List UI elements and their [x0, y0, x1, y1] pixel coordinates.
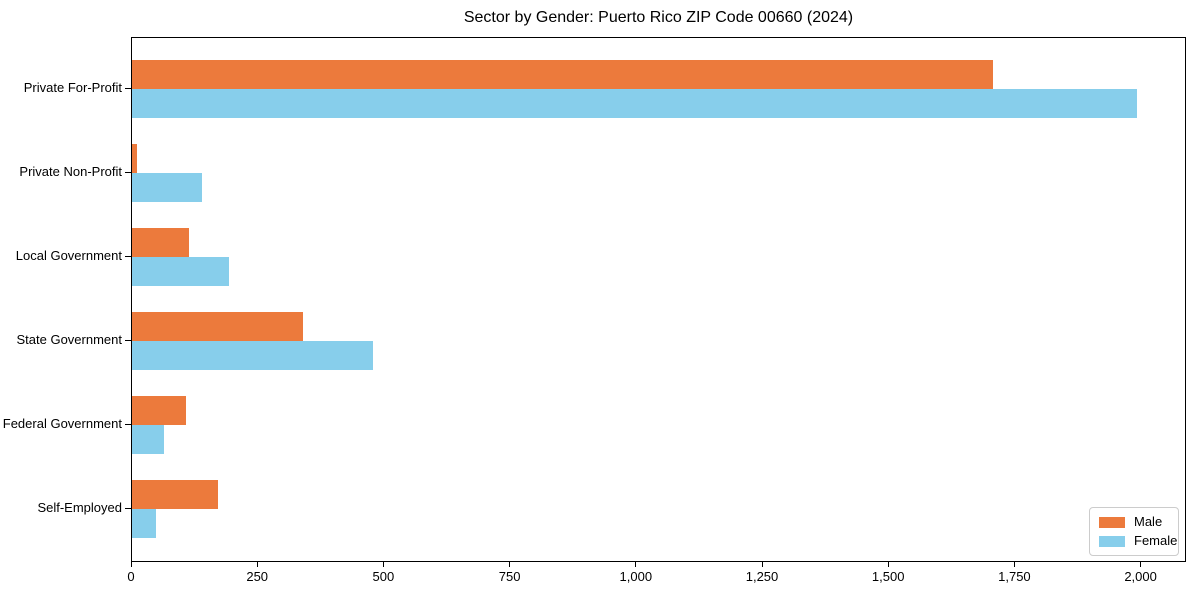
plot-area	[131, 37, 1186, 562]
x-tick	[382, 562, 384, 567]
x-tick	[887, 562, 889, 567]
bar-female-federal-government	[132, 425, 165, 454]
bar-male-private-for-profit	[132, 60, 993, 89]
y-tick	[125, 424, 131, 425]
x-tick	[256, 562, 258, 567]
bar-male-federal-government	[132, 396, 186, 425]
x-tick	[509, 562, 511, 567]
legend-item-female: Female	[1099, 533, 1177, 549]
y-tick	[125, 508, 131, 509]
bar-female-local-government	[132, 257, 229, 286]
female-series-swatch	[1099, 535, 1125, 547]
x-tick-label: 750	[498, 569, 521, 584]
y-tick	[125, 88, 131, 89]
legend-label-female: Female	[1134, 533, 1178, 548]
chart-title: Sector by Gender: Puerto Rico ZIP Code 0…	[463, 9, 854, 26]
bar-female-private-non-profit	[132, 173, 203, 202]
y-axis-label-private-for-profit: Private For-Profit	[23, 80, 122, 95]
y-tick	[125, 256, 131, 257]
y-axis-label-state-government: State Government	[16, 332, 123, 347]
bar-female-state-government	[132, 341, 374, 370]
bar-male-self-employed	[132, 480, 218, 509]
x-tick-label: 1,500	[871, 569, 905, 584]
bar-female-self-employed	[132, 509, 157, 538]
legend-item-male: Male	[1099, 514, 1169, 530]
x-tick-label: 0	[127, 569, 135, 584]
x-tick-label: 1,000	[619, 569, 653, 584]
y-tick	[125, 172, 131, 173]
y-tick	[125, 340, 131, 341]
y-axis-label-federal-government: Federal Government	[2, 416, 122, 431]
bar-female-private-for-profit	[132, 89, 1137, 118]
bar-male-private-non-profit	[132, 144, 137, 173]
x-tick	[1140, 562, 1142, 567]
x-tick	[1013, 562, 1015, 567]
bar-male-state-government	[132, 312, 304, 341]
male-series-swatch	[1099, 516, 1125, 528]
x-tick-label: 500	[372, 569, 395, 584]
x-tick	[635, 562, 637, 567]
x-tick	[130, 562, 132, 567]
x-tick-label: 2,000	[1124, 569, 1157, 584]
bar-male-local-government	[132, 228, 189, 257]
legend: Male Female	[1089, 507, 1179, 556]
y-axis-label-private-non-profit: Private Non-Profit	[19, 164, 122, 179]
x-tick	[761, 562, 763, 567]
y-axis-label-local-government: Local Government	[15, 248, 122, 263]
y-axis-label-self-employed: Self-Employed	[37, 500, 122, 515]
x-tick-label: 250	[246, 569, 269, 584]
x-tick-label: 1,750	[998, 569, 1031, 584]
legend-label-male: Male	[1134, 514, 1163, 529]
x-tick-label: 1,250	[745, 569, 779, 584]
